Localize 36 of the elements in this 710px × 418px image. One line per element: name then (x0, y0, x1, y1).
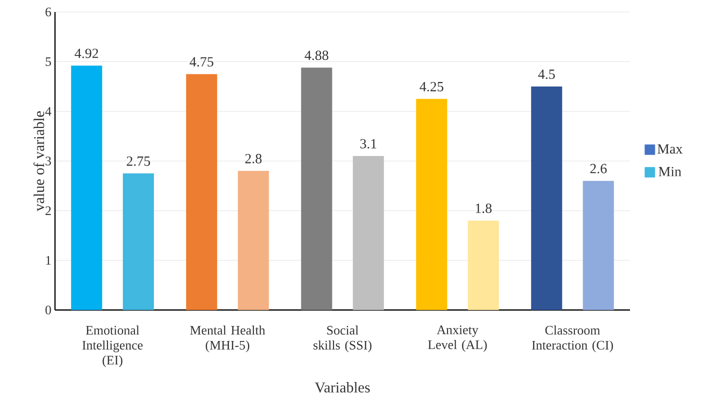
data-label: 2.6 (590, 164, 607, 174)
x-tick-label: Anxiety Level (AL) (428, 326, 487, 352)
y-tick-label: 2 (46, 206, 51, 215)
bar (186, 74, 218, 310)
bar (122, 173, 154, 310)
y-tick-label: 1 (46, 256, 51, 265)
text: Max (657, 144, 682, 154)
y-tick-label: 0 (46, 306, 51, 314)
x-tick-label: Classroom Interaction (CI) (532, 326, 613, 352)
y-tick-label: 6 (46, 8, 52, 16)
x-tick-label: Social skills (SSI) (314, 326, 372, 352)
data-label: 4.25 (420, 82, 444, 92)
bar (301, 68, 332, 310)
y-axis-title: value of variable (34, 111, 44, 212)
data-label: 1.8 (476, 204, 492, 214)
data-label: 2.8 (245, 154, 262, 164)
bar (582, 180, 614, 310)
y-tick-label: 4 (45, 107, 52, 116)
data-label: 2.75 (126, 156, 150, 166)
x-tick-label: Emotional Intelligence (EI) (82, 326, 143, 368)
bar (416, 98, 448, 310)
x-axis-title: Variables (314, 382, 370, 393)
bar (468, 220, 499, 310)
data-label: 4.75 (190, 57, 214, 67)
data-label: 3.1 (360, 139, 376, 149)
bar (71, 66, 102, 310)
y-tick-label: 3 (46, 156, 51, 166)
y-tick-label: 5 (46, 57, 51, 66)
x-tick-label: Mental Health (MHI-5) (190, 326, 266, 352)
bar (352, 156, 384, 310)
legend-label: Min (658, 166, 682, 176)
bar (531, 86, 562, 310)
data-label: 4.88 (304, 50, 328, 60)
bar (238, 170, 269, 310)
data-label: 4.5 (538, 70, 555, 79)
data-label: 4.92 (74, 48, 98, 58)
